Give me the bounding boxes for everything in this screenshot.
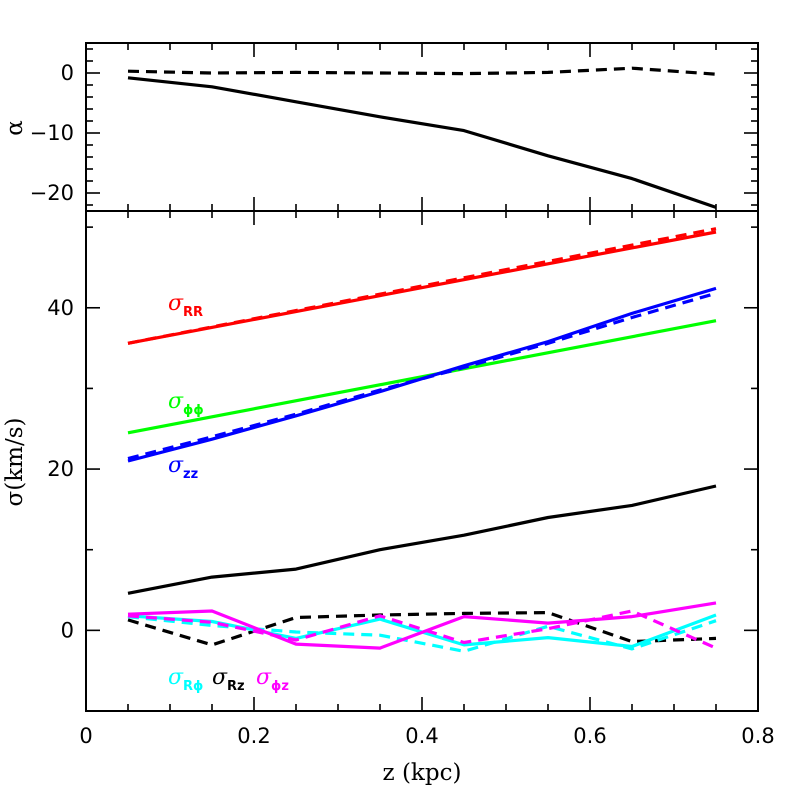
alpha-series-line [127, 76, 717, 209]
series-label-phiz: σϕz [256, 665, 289, 694]
top-panel: 0 −10 −20 α [2, 42, 759, 212]
sigma-series-line-total [127, 484, 717, 595]
sigma-series-line-zz-dashed [127, 291, 717, 461]
top-y-axis-label: α [2, 120, 28, 136]
series-label-Rz: σRz [212, 665, 245, 694]
series-label-Rphi: σRϕ [168, 665, 203, 694]
series-label-zz: σzz [168, 453, 198, 482]
x-tick-label: 0.4 [405, 724, 438, 748]
sigma-series-line-zz [127, 286, 717, 463]
series-label-RR: σRR [168, 291, 203, 320]
sigma-series-line-RR [127, 230, 717, 345]
y-tick-label: 40 [47, 296, 74, 320]
bottom-panel: 0 0.2 0.4 0.6 0.8 0 20 40 σRR σϕϕ σzz σRϕ σRz σϕz σ(… [2, 210, 775, 786]
alpha-series-line-dashed [127, 66, 717, 76]
series-labels: σRR σϕϕ σzz σRϕ σRz σϕz [168, 291, 289, 694]
sigma-series-line-RR-dashed [127, 227, 717, 345]
x-tick-label: 0.6 [573, 724, 606, 748]
bottom-y-axis-label: σ(km/s) [2, 418, 28, 507]
x-axis-label: z (kpc) [383, 760, 462, 786]
y-tick-label: 20 [47, 457, 74, 481]
sigma-series-line-phiz-dashed [127, 609, 717, 650]
x-tick-label: 0.8 [741, 724, 774, 748]
sigma-series-line-phiphi [127, 319, 717, 435]
top-ticks: 0 −10 −20 [30, 43, 759, 211]
bottom-lines [127, 227, 717, 653]
y-tick-label: −10 [30, 121, 74, 145]
y-tick-label: 0 [61, 61, 74, 85]
series-label-phiphi: σϕϕ [168, 389, 204, 418]
x-tick-label: 0.2 [237, 724, 270, 748]
bottom-ticks: 0 0.2 0.4 0.6 0.8 0 20 40 [47, 211, 775, 748]
y-tick-label: 0 [61, 618, 74, 642]
x-tick-label: 0 [79, 724, 92, 748]
y-tick-label: −20 [30, 181, 74, 205]
top-lines [127, 66, 717, 209]
sigma-series-line-phiz [127, 601, 717, 650]
